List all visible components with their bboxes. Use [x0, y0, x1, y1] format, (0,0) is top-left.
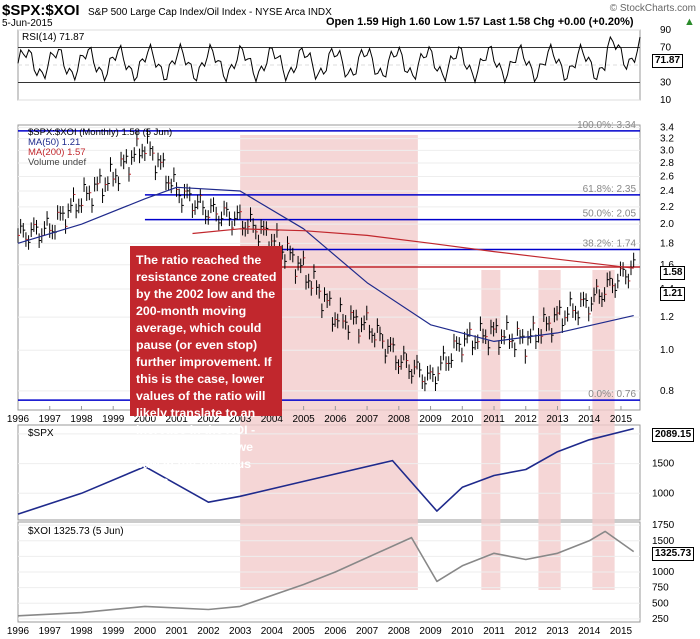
- main-tick-label: 1.0: [660, 345, 674, 356]
- spx-tick-label: 1000: [652, 488, 675, 499]
- year-label-bottom: 2006: [324, 626, 347, 637]
- fib-label: 100.0%: 3.34: [577, 120, 636, 131]
- year-label-bottom: 2005: [292, 626, 315, 637]
- xoi-tick-label: 1000: [652, 567, 675, 578]
- fib-label: 0.0%: 0.76: [588, 389, 636, 400]
- xoi-tick-label: 500: [652, 598, 669, 609]
- ma50-value-badge: 1.21: [660, 287, 686, 301]
- year-label-bottom: 2012: [515, 626, 538, 637]
- year-label-bottom: 2003: [229, 626, 252, 637]
- year-label-bottom: 2015: [610, 626, 633, 637]
- year-label-bottom: 2009: [419, 626, 442, 637]
- main-tick-label: 1.8: [660, 238, 674, 249]
- year-label-mid: 1998: [70, 414, 93, 425]
- ma200-line: [192, 228, 634, 269]
- legend-item-3: Volume undef: [28, 157, 86, 168]
- xoi-tick-label: 250: [652, 614, 669, 625]
- main-tick-label: 3.4: [660, 123, 674, 134]
- rsi-value-badge: 71.87: [652, 54, 684, 68]
- ohlc-readout: Open 1.59 High 1.60 Low 1.57 Last 1.58 C…: [326, 16, 634, 28]
- year-label-mid: 2003: [229, 414, 252, 425]
- rsi-tick-label: 70: [660, 43, 672, 54]
- year-label-bottom: 2002: [197, 626, 220, 637]
- year-label-mid: 1999: [102, 414, 125, 425]
- shaded-zone-1: [481, 270, 501, 590]
- watermark: © StockCharts.com: [609, 3, 696, 14]
- year-label-bottom: 2007: [356, 626, 379, 637]
- fib-label: 61.8%: 2.35: [583, 184, 637, 195]
- fib-label: 38.2%: 1.74: [583, 239, 637, 250]
- xoi-tick-label: 1500: [652, 536, 675, 547]
- ma50-line: [17, 186, 634, 342]
- year-label-mid: 2000: [134, 414, 157, 425]
- chart-symbol: $SPX:$XOI: [2, 2, 80, 19]
- legend-item-0: $SPX:$XOI (Monthly) 1.58 (5 Jun): [28, 127, 172, 138]
- spx-label: $SPX: [28, 428, 54, 439]
- main-tick-label: 3.2: [660, 134, 674, 145]
- main-tick-label: 2.2: [660, 202, 674, 213]
- spx-tick-label: 1500: [652, 459, 675, 470]
- xoi-value-badge: 1325.73: [652, 547, 695, 561]
- spx-value-badge: 2089.15: [652, 428, 695, 442]
- rsi-tick-label: 30: [660, 78, 672, 89]
- legend-item-1: MA(50) 1.21: [28, 137, 80, 148]
- year-label-mid: 2013: [546, 414, 569, 425]
- last-price-badge: 1.58: [660, 266, 686, 280]
- year-label-mid: 1997: [39, 414, 62, 425]
- fib-label: 50.0%: 2.05: [583, 209, 637, 220]
- annotation-note: The ratio reached the resistance zone cr…: [130, 246, 282, 488]
- main-tick-label: 3.0: [660, 145, 674, 156]
- rsi-tick-label: 90: [660, 25, 672, 36]
- rsi-tick-label: 10: [660, 95, 672, 106]
- year-label-bottom: 2000: [134, 626, 157, 637]
- xoi-label: $XOI 1325.73 (5 Jun): [28, 526, 124, 537]
- chart-description: S&P 500 Large Cap Index/Oil Index - NYSE…: [88, 7, 332, 18]
- xoi-line: [17, 530, 635, 617]
- year-label-mid: 1996: [7, 414, 30, 425]
- year-label-bottom: 1996: [7, 626, 30, 637]
- chart-date: 5-Jun-2015: [2, 18, 53, 29]
- main-tick-label: 0.8: [660, 386, 674, 397]
- year-label-mid: 2010: [451, 414, 474, 425]
- year-label-mid: 2008: [388, 414, 411, 425]
- year-label-bottom: 1999: [102, 626, 125, 637]
- main-tick-label: 2.8: [660, 158, 674, 169]
- year-label-mid: 2005: [292, 414, 315, 425]
- year-label-bottom: 2011: [483, 626, 505, 637]
- year-label-bottom: 2008: [388, 626, 411, 637]
- spx-line: [17, 427, 634, 515]
- year-label-mid: 2002: [197, 414, 220, 425]
- up-arrow-icon: ▲: [684, 16, 695, 28]
- year-label-mid: 2009: [419, 414, 442, 425]
- rsi-line: [17, 35, 641, 84]
- main-tick-label: 1.6: [660, 260, 674, 271]
- year-label-mid: 2004: [261, 414, 284, 425]
- year-label-bottom: 2013: [546, 626, 569, 637]
- year-label-mid: 2006: [324, 414, 347, 425]
- year-label-bottom: 1998: [70, 626, 93, 637]
- main-tick-label: 2.4: [660, 186, 674, 197]
- rsi-label: RSI(14) 71.87: [22, 32, 85, 43]
- main-tick-label: 1.2: [660, 312, 674, 323]
- year-label-mid: 2001: [166, 414, 189, 425]
- year-label-bottom: 1997: [39, 626, 62, 637]
- year-label-bottom: 2001: [166, 626, 189, 637]
- year-label-mid: 2012: [515, 414, 538, 425]
- year-label-mid: 2014: [578, 414, 601, 425]
- shaded-zone-3: [592, 270, 615, 590]
- xoi-tick-label: 1750: [652, 520, 675, 531]
- legend-item-2: MA(200) 1.57: [28, 147, 86, 158]
- main-tick-label: 2.0: [660, 219, 674, 230]
- xoi-tick-label: 750: [652, 583, 669, 594]
- year-label-bottom: 2010: [451, 626, 474, 637]
- year-label-mid: 2007: [356, 414, 379, 425]
- year-label-mid: 2011: [483, 414, 505, 425]
- year-label-mid: 2015: [610, 414, 633, 425]
- year-label-bottom: 2004: [261, 626, 284, 637]
- main-tick-label: 2.6: [660, 171, 674, 182]
- year-label-bottom: 2014: [578, 626, 601, 637]
